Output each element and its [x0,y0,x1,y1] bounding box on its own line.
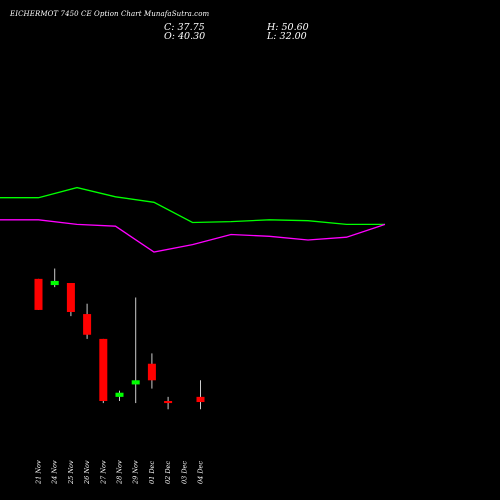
candle-body [83,314,92,335]
low-value: L: 32.00 [267,31,307,42]
indicator-line-1 [0,186,385,226]
candle-body [50,280,59,286]
candle-body [66,283,75,312]
candle-body [164,401,173,404]
x-tick-label: 21 Nov [35,460,43,485]
x-tick-label: 28 Nov [116,460,124,485]
x-tick-label: 29 Nov [132,460,140,485]
candle-body [99,338,108,401]
x-tick-label: 24 Nov [51,460,59,485]
chart-title: EICHERMOT 7450 CE Option Chart MunafaSut… [10,10,210,18]
x-tick-label: 26 Nov [83,460,91,485]
candle-body [115,392,124,397]
x-tick-label: 02 Dec [164,461,172,484]
close-value: C: 37.75 [164,22,205,33]
x-tick-label: 01 Dec [148,461,156,484]
x-tick-label: 03 Dec [180,461,188,484]
candle-body [131,380,140,385]
x-tick-label: 27 Nov [99,460,107,485]
candle-body [147,363,156,381]
x-tick-label: 04 Dec [197,461,205,484]
x-tick-label: 25 Nov [67,460,75,485]
high-value: H: 50.60 [267,22,309,33]
indicator-line-2 [0,219,386,253]
open-value: O: 40.30 [164,31,206,42]
candle-body [196,396,205,403]
candle-body [34,278,43,310]
